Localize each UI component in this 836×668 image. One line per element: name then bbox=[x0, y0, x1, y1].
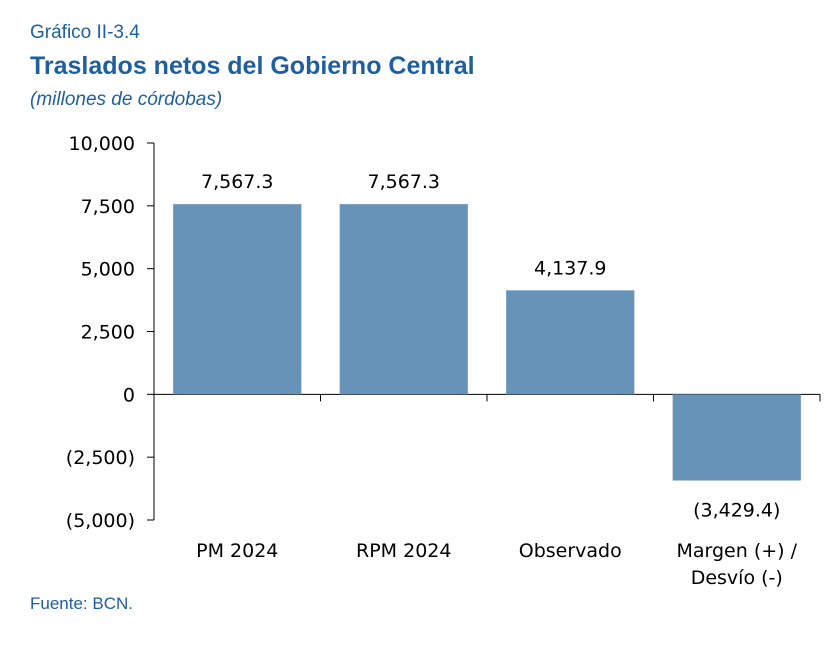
category-label: RPM 2024 bbox=[356, 540, 451, 562]
category-label: Margen (+) / bbox=[676, 540, 797, 562]
bar bbox=[672, 394, 801, 481]
y-tick-label: 0 bbox=[123, 384, 135, 406]
y-tick-label: 2,500 bbox=[81, 322, 135, 344]
bar bbox=[173, 204, 302, 395]
chart-header: Gráfico II-3.4 Traslados netos del Gobie… bbox=[30, 22, 475, 111]
data-label: 7,567.3 bbox=[201, 171, 274, 193]
data-label: (3,429.4) bbox=[693, 500, 780, 522]
y-tick-label: (5,000) bbox=[66, 510, 135, 532]
data-label: 7,567.3 bbox=[367, 171, 440, 193]
y-tick-label: 10,000 bbox=[69, 133, 135, 155]
chart-subtitle: (millones de córdobas) bbox=[30, 89, 223, 110]
y-tick-label: 5,000 bbox=[81, 259, 135, 281]
data-label: 4,137.9 bbox=[534, 257, 607, 279]
source-note: Fuente: BCN. bbox=[30, 594, 133, 613]
category-label: PM 2024 bbox=[196, 540, 278, 562]
chart-title: Traslados netos del Gobierno Central bbox=[30, 52, 475, 80]
chart-number: Gráfico II-3.4 bbox=[30, 22, 140, 43]
category-label: Desvío (-) bbox=[691, 567, 783, 589]
bar bbox=[339, 204, 468, 395]
category-label: Observado bbox=[519, 540, 622, 562]
bar bbox=[506, 290, 635, 395]
y-tick-label: (2,500) bbox=[66, 447, 135, 469]
y-tick-label: 7,500 bbox=[81, 196, 135, 218]
